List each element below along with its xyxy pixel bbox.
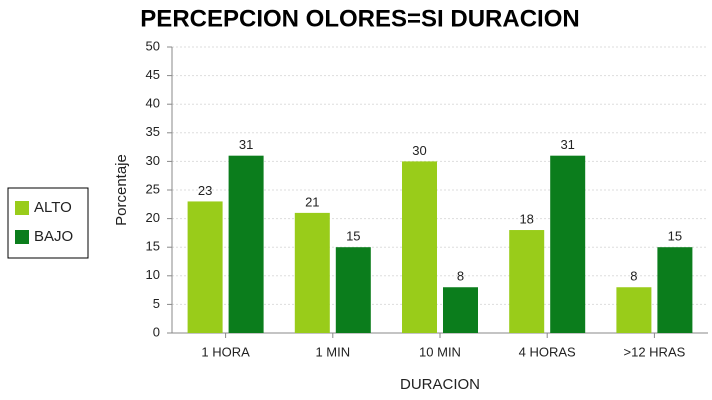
data-label: 21 [305,194,319,209]
data-label: 8 [457,269,464,284]
bar [616,287,652,333]
data-label: 31 [560,137,574,152]
data-label: 31 [239,137,253,152]
bar [657,247,693,333]
bar [187,201,223,333]
x-tick-label: 1 MIN [315,344,350,359]
x-tick-label: >12 HRAS [624,344,686,359]
x-tick-label: 1 HORA [201,344,250,359]
legend-label: ALTO [34,199,72,216]
data-label: 8 [630,269,637,284]
x-axis-title: DURACION [400,376,480,393]
y-tick-label: 5 [153,296,160,311]
data-label: 18 [519,211,533,226]
x-tick-label: 10 MIN [419,344,461,359]
bar [228,155,264,333]
data-label: 23 [198,183,212,198]
y-tick-label: 20 [146,210,160,225]
bar [294,212,330,333]
chart-title: PERCEPCION OLORES=SI DURACION [140,5,579,32]
y-tick-label: 10 [146,267,160,282]
bar [443,287,478,333]
bar [550,155,586,333]
bar [509,230,545,333]
legend-swatch [15,230,29,244]
y-tick-label: 40 [146,96,160,111]
data-label: 15 [346,229,360,244]
y-tick-label: 30 [146,153,160,168]
y-tick-label: 35 [146,124,160,139]
y-tick-label: 25 [146,181,160,196]
y-tick-label: 15 [146,239,160,254]
x-tick-label: 4 HORAS [519,344,576,359]
y-tick-label: 0 [153,324,160,339]
y-axis-title: Porcentaje [113,154,130,226]
legend-label: BAJO [34,228,73,245]
legend-box [7,187,89,259]
y-tick-label: 45 [146,67,160,82]
data-label: 30 [412,143,426,158]
data-label: 15 [668,229,682,244]
bar [402,161,437,333]
bar [335,247,371,333]
y-tick-label: 50 [146,38,160,53]
legend-swatch [15,201,29,215]
